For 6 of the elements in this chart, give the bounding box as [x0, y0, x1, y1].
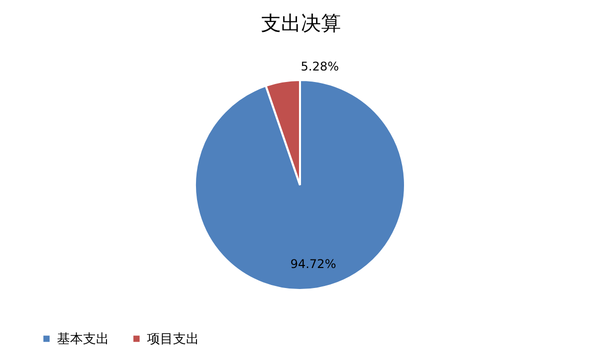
- pie-slice: [194, 79, 406, 291]
- legend-label: 项目支出: [147, 332, 199, 347]
- legend-label: 基本支出: [57, 332, 109, 347]
- data-label: 5.28%: [300, 60, 339, 74]
- chart-title: 支出决算: [261, 11, 341, 35]
- data-label: 94.72%: [290, 256, 336, 271]
